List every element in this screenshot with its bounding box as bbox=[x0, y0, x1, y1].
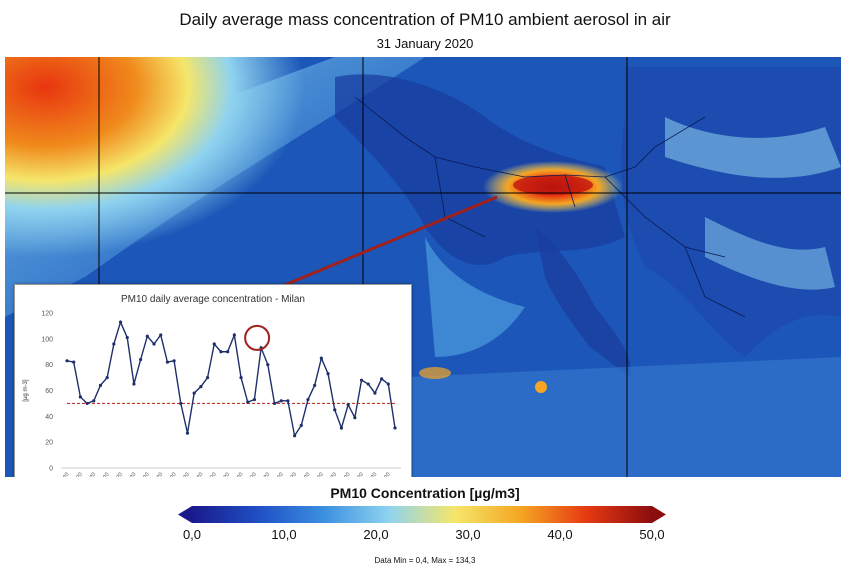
data-point bbox=[319, 356, 323, 360]
colorbar-high-arrow bbox=[652, 506, 666, 523]
data-point bbox=[272, 401, 277, 406]
data-point bbox=[125, 335, 129, 340]
milan-chart-inset[interactable]: PM10 daily average concentration - Milan… bbox=[14, 284, 412, 477]
data-point bbox=[152, 342, 156, 346]
y-tick-label: 100 bbox=[41, 336, 53, 343]
milan-chart: PM10 daily average concentration - Milan… bbox=[23, 294, 401, 477]
highlight-circle bbox=[244, 324, 271, 351]
data-point bbox=[145, 334, 149, 338]
map-title: Daily average mass concentration of PM10… bbox=[179, 10, 671, 29]
map-canvas bbox=[5, 57, 841, 477]
data-point bbox=[172, 359, 176, 363]
data-point bbox=[386, 382, 390, 386]
pm10-map[interactable]: PM10 daily average concentration - Milan… bbox=[5, 57, 841, 477]
y-tick-label: 20 bbox=[45, 440, 53, 447]
data-point bbox=[132, 382, 136, 386]
data-point bbox=[326, 372, 330, 376]
colorbar-tick: 40,0 bbox=[547, 527, 573, 542]
colorbar-low-arrow bbox=[178, 506, 192, 523]
y-tick-label: 40 bbox=[45, 414, 53, 421]
data-point bbox=[266, 363, 270, 367]
data-min-max: Data Min = 0,4, Max = 134,3 bbox=[374, 556, 476, 565]
colorbar-tick: 50,0 bbox=[639, 527, 665, 542]
data-point bbox=[112, 342, 116, 346]
data-point bbox=[373, 391, 377, 395]
data-point bbox=[339, 426, 344, 430]
data-point bbox=[92, 399, 96, 403]
y-tick-label: 120 bbox=[41, 311, 53, 318]
data-point bbox=[232, 333, 236, 337]
colorbar-tick: 30,0 bbox=[455, 527, 481, 542]
data-point bbox=[279, 399, 283, 403]
data-point bbox=[192, 391, 196, 395]
monitoring-station-line bbox=[66, 320, 396, 438]
data-point bbox=[179, 401, 183, 406]
data-point bbox=[98, 383, 103, 387]
data-point bbox=[212, 342, 216, 346]
data-point bbox=[393, 426, 397, 430]
data-point bbox=[78, 395, 82, 399]
data-point bbox=[165, 360, 170, 364]
data-point bbox=[185, 431, 190, 435]
italy-land bbox=[535, 227, 631, 377]
data-point bbox=[85, 401, 89, 406]
data-point bbox=[286, 399, 290, 403]
chart-title: PM10 daily average concentration - Milan bbox=[121, 294, 305, 305]
data-point bbox=[159, 333, 163, 337]
colorbar-gradient bbox=[192, 506, 652, 523]
data-point bbox=[380, 377, 384, 381]
colorbar-tick: 20,0 bbox=[363, 527, 389, 542]
central-europe-land bbox=[335, 74, 625, 266]
data-point bbox=[313, 383, 317, 387]
data-point bbox=[239, 375, 243, 380]
data-point bbox=[333, 408, 337, 412]
colorbar-tick: 0,0 bbox=[182, 527, 202, 542]
data-point bbox=[292, 434, 297, 438]
data-point bbox=[252, 397, 257, 402]
data-point bbox=[246, 400, 250, 404]
data-point bbox=[65, 359, 69, 363]
data-point bbox=[353, 416, 357, 420]
data-point bbox=[118, 320, 123, 324]
data-point bbox=[139, 357, 143, 362]
data-point bbox=[219, 350, 223, 354]
data-point bbox=[226, 350, 230, 354]
y-tick-label: 60 bbox=[45, 388, 53, 395]
data-point bbox=[105, 375, 109, 380]
y-tick-label: 80 bbox=[45, 362, 53, 369]
y-axis-label: [µg m-3] bbox=[23, 379, 29, 401]
y-tick-label: 0 bbox=[49, 466, 53, 473]
x-tick-label: 02/01/2020 bbox=[50, 472, 71, 477]
colorbar-ramp bbox=[178, 506, 666, 523]
data-point bbox=[306, 397, 310, 402]
data-point bbox=[366, 382, 370, 386]
data-point bbox=[359, 378, 364, 382]
colorbar-tick: 10,0 bbox=[271, 527, 297, 542]
north-africa bbox=[409, 357, 841, 477]
data-point bbox=[199, 385, 203, 389]
data-point bbox=[346, 403, 350, 407]
colorbar-title: PM10 Concentration [µg/m3] bbox=[330, 485, 520, 501]
data-point bbox=[205, 375, 210, 380]
map-subtitle: 31 January 2020 bbox=[376, 36, 474, 51]
data-point bbox=[299, 423, 303, 427]
callout-line bbox=[274, 195, 498, 291]
data-point bbox=[72, 360, 76, 364]
colorbar bbox=[178, 506, 666, 523]
tunis-hotspot bbox=[535, 381, 547, 393]
